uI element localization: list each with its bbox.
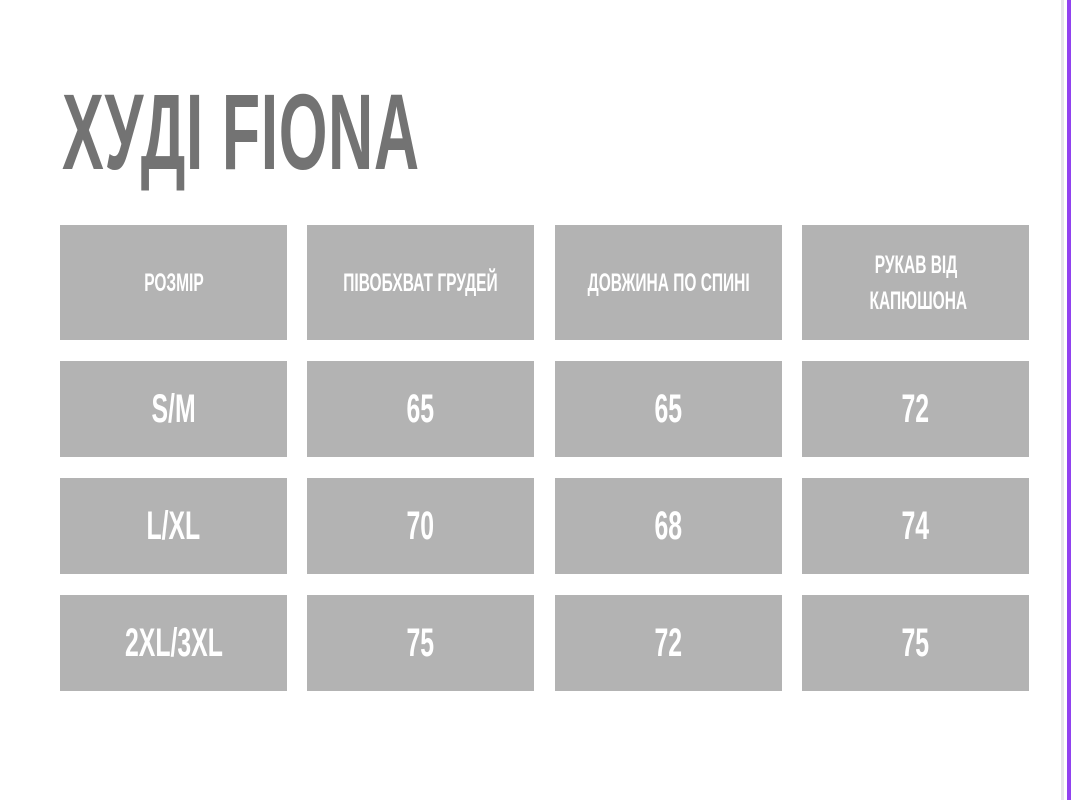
- table-cell: S/M: [60, 361, 287, 457]
- table-cell: 72: [555, 595, 782, 691]
- table-cell: 65: [307, 361, 534, 457]
- page-title: ХУДІ FIONA: [62, 71, 420, 192]
- table-cell: L/XL: [60, 478, 287, 574]
- table-cell: 72: [802, 361, 1029, 457]
- header-cell: ДОВЖИНА ПО СПИНІ: [555, 225, 782, 340]
- table-cell: 70: [307, 478, 534, 574]
- scrollbar[interactable]: [1067, 0, 1071, 800]
- header-cell: РОЗМІР: [60, 225, 287, 340]
- page-edge-divider: [1061, 0, 1064, 800]
- header-cell: ПІВОБХВАТ ГРУДЕЙ: [307, 225, 534, 340]
- table-cell: 75: [802, 595, 1029, 691]
- table-cell: 74: [802, 478, 1029, 574]
- table-cell: 75: [307, 595, 534, 691]
- table-cell: 68: [555, 478, 782, 574]
- table-cell: 2XL/3XL: [60, 595, 287, 691]
- header-cell: РУКАВ ВІД КАПЮШОНА: [802, 225, 1029, 340]
- table-cell: 65: [555, 361, 782, 457]
